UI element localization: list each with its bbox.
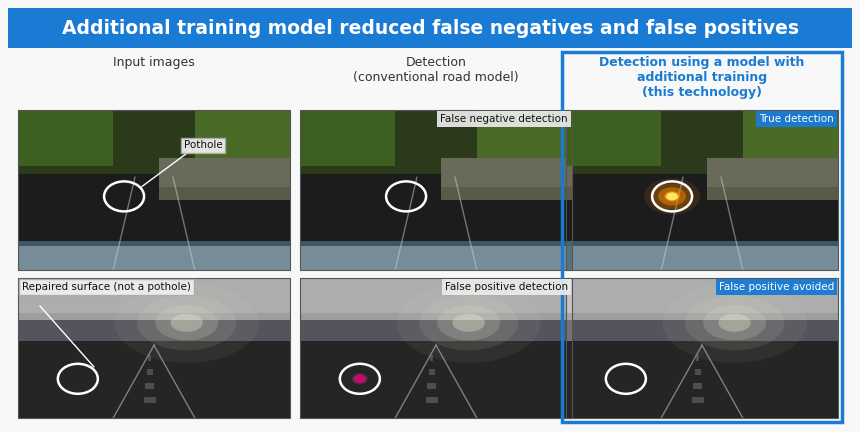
Bar (18, 313, 290, 355)
Ellipse shape (437, 305, 501, 340)
Bar (18, 110, 114, 166)
Bar (566, 313, 838, 355)
Bar (300, 110, 572, 270)
Text: Detection
(conventional road model): Detection (conventional road model) (353, 56, 519, 84)
Bar (566, 278, 838, 320)
Ellipse shape (352, 373, 368, 384)
Bar (566, 174, 838, 246)
Bar (300, 313, 572, 355)
Ellipse shape (355, 375, 365, 383)
Bar (18, 278, 290, 418)
Ellipse shape (666, 192, 678, 200)
Ellipse shape (170, 314, 203, 332)
Bar (18, 278, 290, 418)
Bar (476, 110, 572, 158)
Bar (427, 383, 436, 389)
Bar (566, 110, 661, 166)
Ellipse shape (703, 305, 766, 340)
Bar (300, 278, 572, 418)
Bar (708, 187, 838, 200)
Text: Repaired surface (not a pothole): Repaired surface (not a pothole) (22, 282, 191, 292)
Ellipse shape (644, 178, 700, 215)
Bar (18, 341, 290, 418)
Bar (562, 52, 842, 422)
Ellipse shape (685, 295, 784, 350)
Bar (566, 341, 838, 418)
Ellipse shape (452, 314, 485, 332)
Bar (697, 355, 699, 361)
Ellipse shape (652, 184, 692, 210)
Text: False positive avoided: False positive avoided (719, 282, 834, 292)
Bar (566, 278, 838, 418)
Bar (159, 187, 290, 200)
Bar (300, 341, 572, 418)
Bar (144, 397, 156, 403)
Ellipse shape (396, 283, 541, 363)
Text: Pothole: Pothole (183, 140, 223, 150)
Text: Additional training model reduced false negatives and false positives: Additional training model reduced false … (62, 19, 798, 38)
Ellipse shape (664, 191, 680, 202)
Ellipse shape (419, 295, 518, 350)
Bar (692, 397, 704, 403)
Bar (159, 158, 290, 187)
Bar (693, 383, 703, 389)
Bar (695, 369, 701, 375)
Ellipse shape (718, 314, 751, 332)
Bar (300, 174, 572, 246)
Bar (149, 355, 151, 361)
Bar (300, 278, 572, 418)
Bar (195, 110, 290, 158)
Bar (708, 158, 838, 187)
Ellipse shape (137, 295, 237, 350)
Bar (441, 187, 572, 200)
Text: False positive detection: False positive detection (445, 282, 568, 292)
Ellipse shape (658, 187, 686, 206)
Bar (18, 174, 290, 246)
Bar (566, 110, 838, 177)
Text: Input images: Input images (114, 56, 195, 69)
Bar (566, 278, 838, 418)
Bar (300, 241, 572, 270)
Ellipse shape (114, 283, 259, 363)
Bar (145, 383, 155, 389)
Ellipse shape (155, 305, 218, 340)
Ellipse shape (353, 375, 366, 383)
Bar (300, 278, 572, 320)
Ellipse shape (663, 283, 807, 363)
Bar (426, 397, 438, 403)
Bar (8, 8, 852, 48)
Bar (18, 278, 290, 320)
Text: True detection: True detection (759, 114, 834, 124)
Bar (441, 158, 572, 187)
Bar (430, 355, 433, 361)
Text: False negative detection: False negative detection (440, 114, 568, 124)
Bar (566, 110, 838, 270)
Bar (18, 110, 290, 177)
Bar (300, 110, 396, 166)
Text: Detection using a model with
additional training
(this technology): Detection using a model with additional … (599, 56, 805, 99)
Bar (300, 110, 572, 177)
Bar (429, 369, 435, 375)
Bar (18, 110, 290, 270)
Bar (743, 110, 838, 158)
Bar (566, 241, 838, 270)
Bar (18, 241, 290, 270)
Bar (147, 369, 153, 375)
